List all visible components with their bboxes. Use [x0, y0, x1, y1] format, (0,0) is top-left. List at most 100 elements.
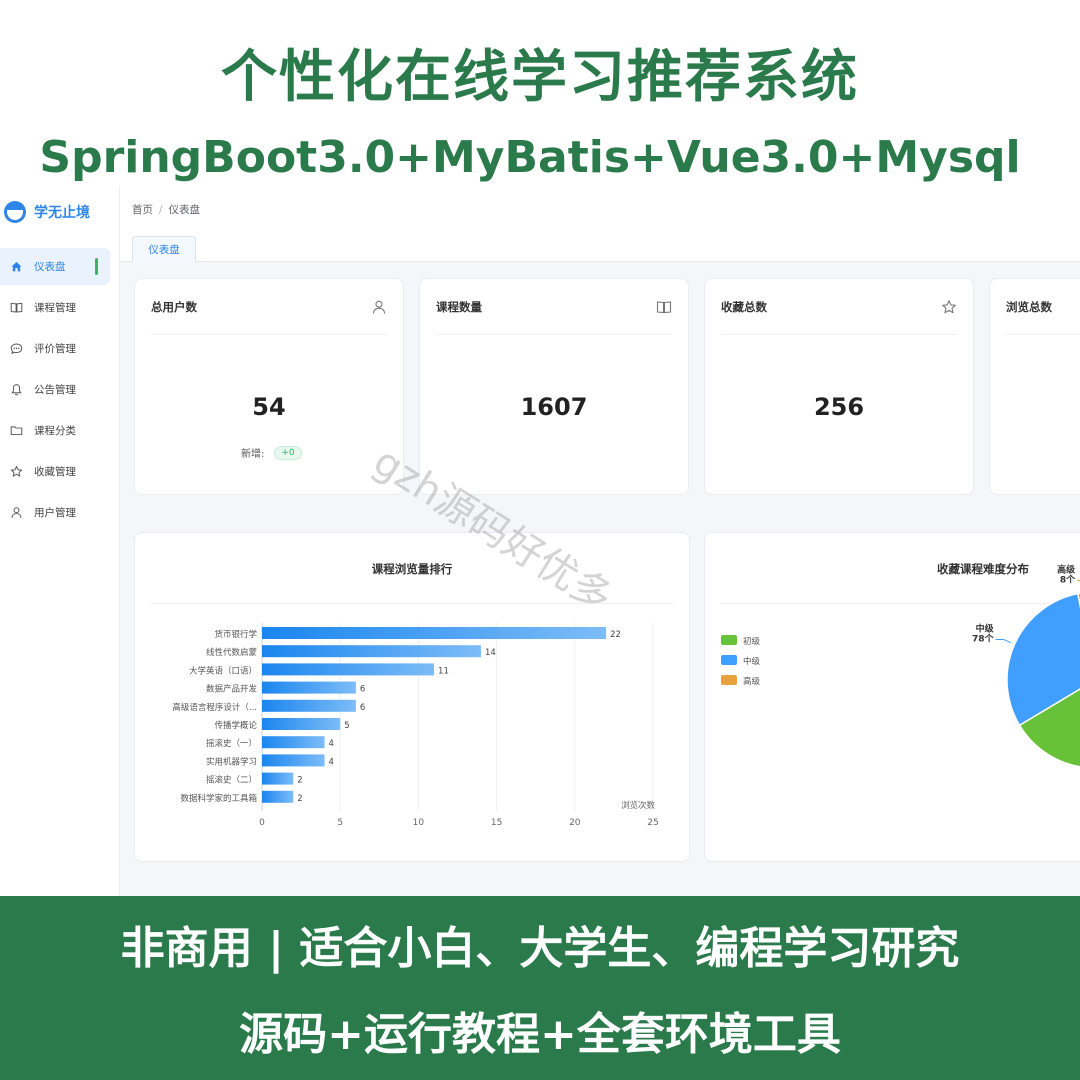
breadcrumb-current: 仪表盘 — [168, 204, 201, 216]
footer-line-2: 源码+运行教程+全套环境工具 — [239, 1009, 841, 1060]
bar — [262, 663, 435, 676]
category-label: 实用机器学习 — [206, 756, 257, 767]
x-tick-label: 20 — [569, 818, 581, 828]
data-label: 4 — [329, 757, 334, 767]
logo-text: 学无止境 — [34, 205, 90, 221]
legend-label: 中级 — [743, 656, 761, 667]
x-axis-label: 浏览次数 — [621, 800, 656, 811]
category-label: 线性代数启蒙 — [206, 647, 258, 658]
stat-title: 浏览总数 — [1006, 299, 1052, 314]
promo-footer: 非商用 | 适合小白、大学生、编程学习研究 源码+运行教程+全套环境工具 — [0, 896, 1080, 1080]
stat-value: 256 — [813, 393, 865, 421]
x-tick-label: 15 — [491, 818, 502, 828]
stat-card-header: 课程数量 — [436, 279, 672, 335]
home-icon — [11, 262, 22, 272]
stat-title: 收藏总数 — [721, 299, 767, 314]
data-label: 6 — [360, 685, 365, 695]
stat-new-label: 新增: — [241, 449, 265, 460]
stat-card-courses: 课程数量 1607 — [419, 278, 689, 495]
slice-label: 中级 — [976, 622, 995, 634]
sidebar-nav: 仪表盘 课程管理 评价管理 公告管理 课程分类 — [0, 248, 120, 535]
star-icon — [10, 465, 23, 477]
footer-line-1: 非商用 | 适合小白、大学生、编程学习研究 — [120, 923, 960, 974]
book-icon — [656, 300, 672, 313]
bar — [262, 645, 481, 658]
promo-tech-stack: SpringBoot3.0+MyBatis+Vue3.0+Mysql — [39, 132, 1021, 183]
data-label: 6 — [360, 703, 365, 713]
bar — [262, 681, 356, 694]
legend-label: 高级 — [743, 676, 761, 687]
data-label: 11 — [438, 666, 449, 676]
stat-card-users: 总用户数 54 新增: +0 — [134, 278, 404, 495]
stat-card-views: 浏览总数 — [989, 278, 1080, 495]
category-label: 高级语言程序设计（... — [172, 702, 257, 713]
book-icon — [10, 302, 23, 313]
stat-new-badge: +0 — [274, 445, 302, 460]
category-label: 摇滚史（一） — [206, 738, 257, 749]
category-label: 大学英语（口语） — [189, 665, 257, 676]
divider — [721, 603, 1080, 604]
bar — [262, 699, 356, 712]
sidebar-item-dashboard[interactable]: 仪表盘 — [0, 248, 110, 285]
chart-card-difficulty: 收藏课程难度分布 初级 中级 高级 中级 78个 高级 8个 — [704, 532, 1080, 862]
bell-icon — [11, 384, 22, 396]
legend-swatch — [721, 635, 737, 645]
sidebar-item-label: 收藏管理 — [34, 466, 76, 478]
sidebar-item-label: 用户管理 — [34, 507, 76, 519]
stat-value: 54 — [252, 393, 286, 421]
tabs-bar: 仪表盘 — [120, 232, 1080, 262]
main-content: 首页 / 仪表盘 仪表盘 总用户数 54 新增: +0 课程 — [120, 186, 1080, 898]
data-label: 4 — [329, 739, 334, 749]
stat-card-header: 收藏总数 — [721, 279, 957, 335]
sidebar-item-label: 公告管理 — [34, 384, 76, 396]
user-icon — [11, 507, 22, 518]
chart-title: 收藏课程难度分布 — [937, 562, 1029, 576]
comment-icon — [10, 343, 23, 355]
sidebar-item-announcements[interactable]: 公告管理 — [0, 371, 110, 408]
slice-label: 8个 — [1060, 573, 1076, 585]
bar — [262, 627, 607, 639]
legend-swatch — [721, 655, 737, 665]
pie-slice — [1018, 688, 1080, 768]
stat-card-header: 浏览总数 — [1006, 279, 1080, 335]
admin-app: 学无止境 仪表盘 课程管理 评价管理 公告管理 — [0, 186, 1080, 898]
sidebar-item-categories[interactable]: 课程分类 — [0, 412, 110, 449]
x-tick-label: 25 — [647, 818, 658, 828]
category-label: 货币银行学 — [214, 629, 257, 640]
bar — [262, 718, 341, 730]
legend-swatch — [721, 675, 737, 685]
slice-label: 高级 — [1057, 563, 1076, 575]
category-label: 摇滚史（二） — [206, 775, 257, 786]
breadcrumb-separator: / — [159, 204, 163, 216]
star-icon — [942, 299, 956, 313]
x-tick-label: 0 — [259, 818, 265, 828]
sidebar-item-reviews[interactable]: 评价管理 — [0, 330, 110, 367]
category-label: 数据产品开发 — [206, 684, 258, 695]
logo[interactable]: 学无止境 — [4, 198, 90, 226]
topbar: 首页 / 仪表盘 — [120, 186, 1080, 232]
chart-card-views-ranking: 课程浏览量排行 0 5 10 15 20 25 货币银行学 22 线性代数启蒙 14 大学英语（口语… — [134, 532, 690, 862]
sidebar-item-label: 课程管理 — [34, 302, 76, 314]
category-label: 数据科学家的工具箱 — [180, 793, 257, 804]
stat-card-header: 总用户数 — [151, 279, 387, 335]
bar — [262, 736, 325, 749]
divider — [151, 603, 673, 604]
tab-dashboard[interactable]: 仪表盘 — [132, 236, 196, 262]
pie-slice — [1006, 592, 1080, 727]
sidebar-item-courses[interactable]: 课程管理 — [0, 289, 110, 326]
category-label: 传播学概论 — [214, 720, 257, 731]
bar — [262, 754, 325, 767]
bar — [262, 790, 294, 803]
stat-card-favorites: 收藏总数 256 — [704, 278, 974, 495]
slice-label: 78个 — [972, 632, 995, 644]
sidebar-item-users[interactable]: 用户管理 — [0, 494, 110, 531]
breadcrumb-home[interactable]: 首页 — [132, 204, 153, 216]
sidebar-item-label: 课程分类 — [34, 425, 76, 437]
pie-slice — [1076, 592, 1080, 609]
sidebar-item-favorites[interactable]: 收藏管理 — [0, 453, 110, 490]
data-label: 14 — [485, 648, 496, 658]
sidebar: 学无止境 仪表盘 课程管理 评价管理 公告管理 — [0, 186, 120, 898]
